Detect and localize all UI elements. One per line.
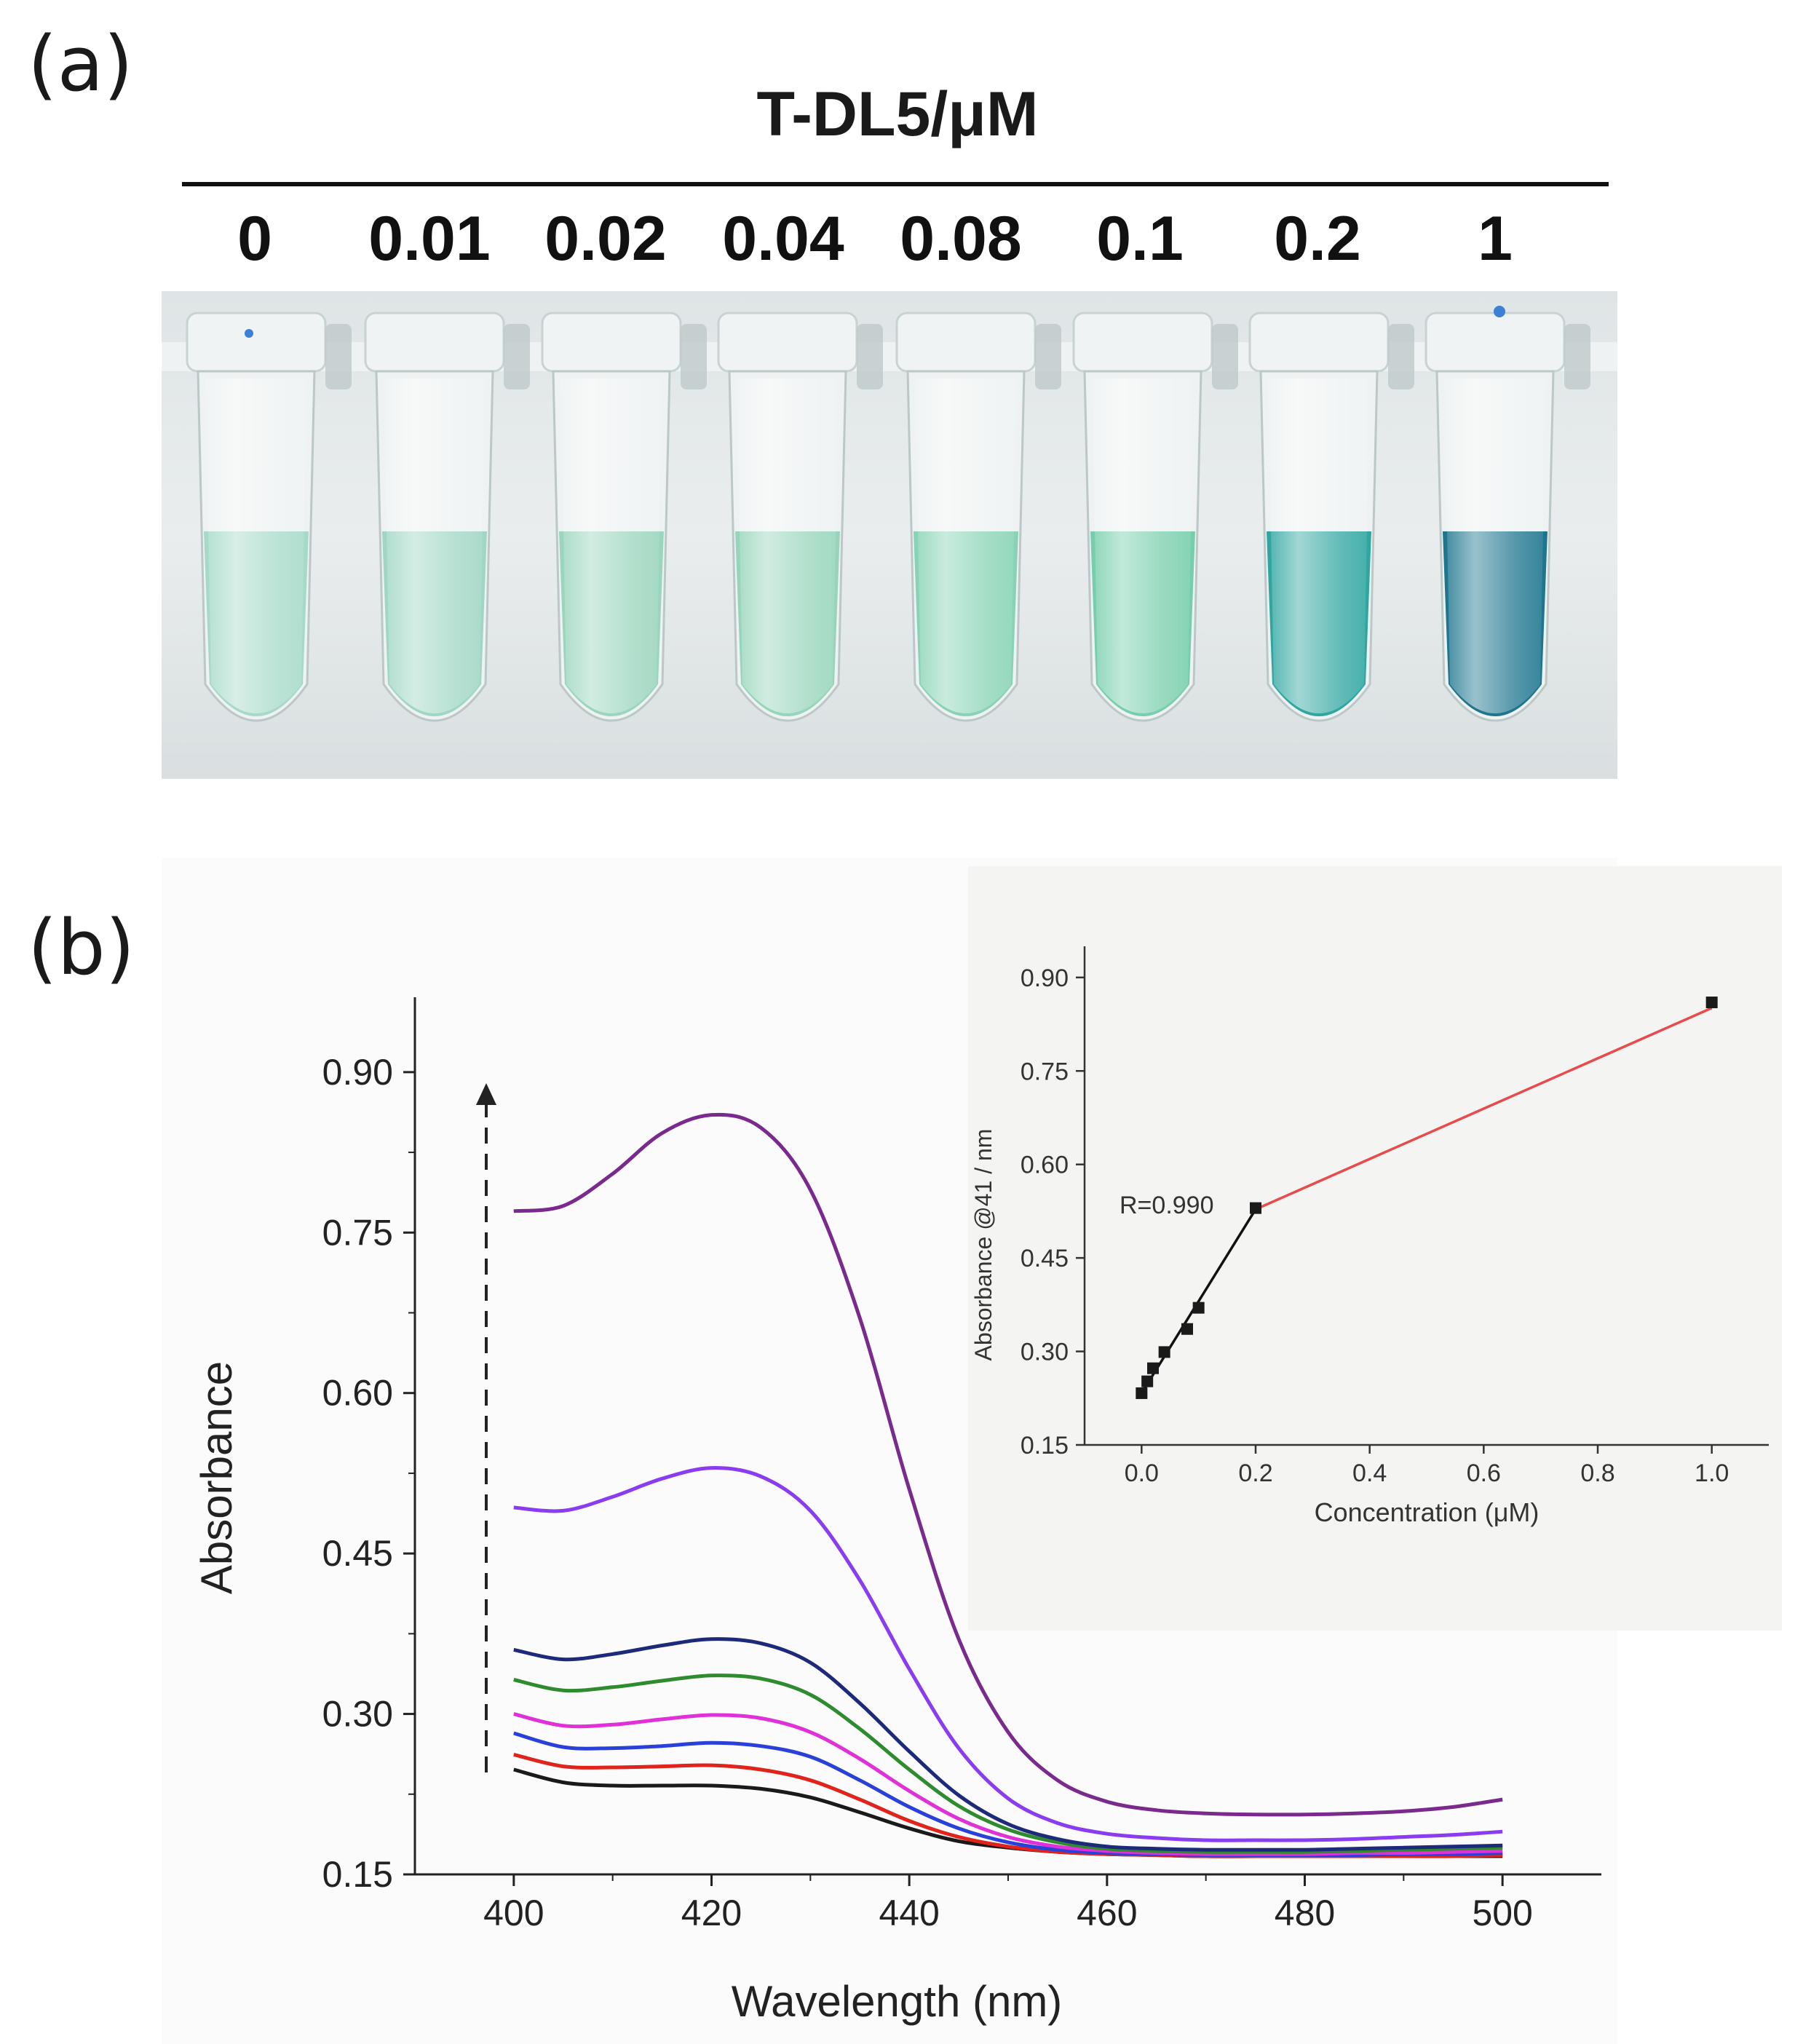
calibration-point — [1147, 1362, 1159, 1374]
tube — [364, 312, 530, 722]
tube-glare — [1444, 379, 1546, 713]
calibration-point — [1136, 1387, 1148, 1399]
spectrum-line — [513, 1673, 1503, 1854]
tube-glare — [384, 379, 486, 713]
blue-marker-dot — [245, 329, 253, 338]
tube-cap — [541, 312, 682, 373]
x-tick-label: 500 — [1472, 1893, 1532, 1933]
inset-y-tick-label: 0.30 — [1021, 1339, 1069, 1366]
x-tick-label: 460 — [1077, 1893, 1137, 1933]
inset-x-tick-label: 0.6 — [1467, 1459, 1501, 1487]
tube — [1248, 312, 1414, 722]
x-tick-label: 480 — [1275, 1893, 1335, 1933]
spectrum-line — [513, 1712, 1503, 1856]
panel-b-label: (b) — [28, 903, 135, 992]
spectrum-line — [513, 1112, 1503, 1817]
tube-cap — [717, 312, 858, 373]
tube-photo — [162, 291, 1617, 779]
tube — [186, 312, 352, 722]
tube-cap — [1072, 312, 1213, 373]
tube-glare — [1268, 379, 1370, 713]
y-tick-label: 0.75 — [322, 1212, 393, 1253]
x-tick-label: 400 — [483, 1893, 544, 1933]
calibration-point — [1705, 997, 1718, 1009]
concentration-label: 0.02 — [544, 204, 667, 274]
tube-hinge — [1035, 324, 1061, 389]
inset-x-axis-label: Concentration (μM) — [1315, 1497, 1540, 1527]
tube-cap — [186, 312, 327, 373]
tube-hinge — [857, 324, 883, 389]
tube-hinge — [1212, 324, 1238, 389]
tube-glare — [1092, 379, 1194, 713]
concentration-label: 0.1 — [1096, 204, 1184, 274]
tube — [1072, 312, 1238, 722]
y-tick-label: 0.15 — [322, 1854, 393, 1895]
fit-annotation: R=0.990 — [1120, 1192, 1214, 1219]
fit-line — [1255, 1007, 1713, 1211]
tube-glare — [915, 379, 1017, 713]
increase-arrow-head — [476, 1083, 496, 1105]
calibration-point — [1181, 1323, 1193, 1335]
tube-glare — [205, 379, 307, 713]
inset-x-tick-label: 0.2 — [1238, 1459, 1272, 1487]
tube-glare — [737, 379, 839, 713]
y-tick-label: 0.30 — [322, 1694, 393, 1735]
spectrum-line — [513, 1637, 1503, 1852]
x-tick-label: 420 — [681, 1893, 742, 1933]
tube-cap — [895, 312, 1037, 373]
calibration-point — [1141, 1375, 1154, 1387]
y-tick-label: 0.60 — [322, 1373, 393, 1414]
calibration-point — [1192, 1302, 1205, 1314]
tube-hinge — [1564, 324, 1590, 389]
tube — [717, 312, 883, 722]
y-axis-label: Absorbance — [192, 1361, 241, 1594]
inset-x-tick-label: 1.0 — [1695, 1459, 1729, 1487]
title-underline — [182, 182, 1609, 186]
x-axis-label: Wavelength (nm) — [732, 1977, 1063, 2026]
calibration-point — [1158, 1346, 1170, 1358]
concentration-label: 1 — [1478, 204, 1513, 274]
inset-y-tick-label: 0.15 — [1021, 1432, 1069, 1459]
inset-y-tick-label: 0.75 — [1021, 1058, 1069, 1085]
inset-x-tick-label: 0.8 — [1580, 1459, 1614, 1487]
inset-y-tick-label: 0.45 — [1021, 1245, 1069, 1272]
inset-background — [968, 866, 1782, 1631]
tube-hinge — [681, 324, 707, 389]
tube-hinge — [1388, 324, 1414, 389]
tube-cap — [1424, 312, 1566, 373]
tube-cap — [1248, 312, 1390, 373]
tube-glare — [560, 379, 662, 713]
concentration-label: 0.2 — [1274, 204, 1361, 274]
tube — [895, 312, 1061, 722]
x-tick-label: 440 — [879, 1893, 939, 1933]
y-tick-label: 0.45 — [322, 1533, 393, 1574]
tube-series-title: T-DL5/μM — [756, 79, 1039, 149]
spectrum-line — [513, 1466, 1503, 1842]
tube-hinge — [504, 324, 530, 389]
absorbance-spectra-chart: 400 420 440 460 480 500 0.15 0.30 0.45 0.60 0.75 0.… — [162, 857, 1782, 2044]
tube-hinge — [325, 324, 352, 389]
calibration-point — [1250, 1202, 1261, 1214]
spectrum-line — [513, 1731, 1503, 1858]
panel-a-label: (a) — [28, 20, 133, 108]
concentration-label: 0.08 — [900, 204, 1022, 274]
inset-x-tick-label: 0.0 — [1125, 1459, 1159, 1487]
inset-y-axis-label: Absorbance @41 / nm — [970, 1129, 996, 1361]
inset-x-tick-label: 0.4 — [1352, 1459, 1387, 1487]
blue-marker-dot — [1494, 306, 1505, 317]
fit-line — [1140, 1208, 1257, 1394]
concentration-label: 0.01 — [368, 204, 491, 274]
concentration-label: 0 — [237, 204, 272, 274]
tube — [541, 312, 707, 722]
tube — [1424, 312, 1590, 722]
tube-cap — [364, 312, 505, 373]
inset-y-tick-label: 0.90 — [1021, 964, 1069, 992]
inset-y-tick-label: 0.60 — [1021, 1152, 1069, 1179]
concentration-label: 0.04 — [722, 204, 844, 274]
y-tick-label: 0.90 — [322, 1052, 393, 1093]
